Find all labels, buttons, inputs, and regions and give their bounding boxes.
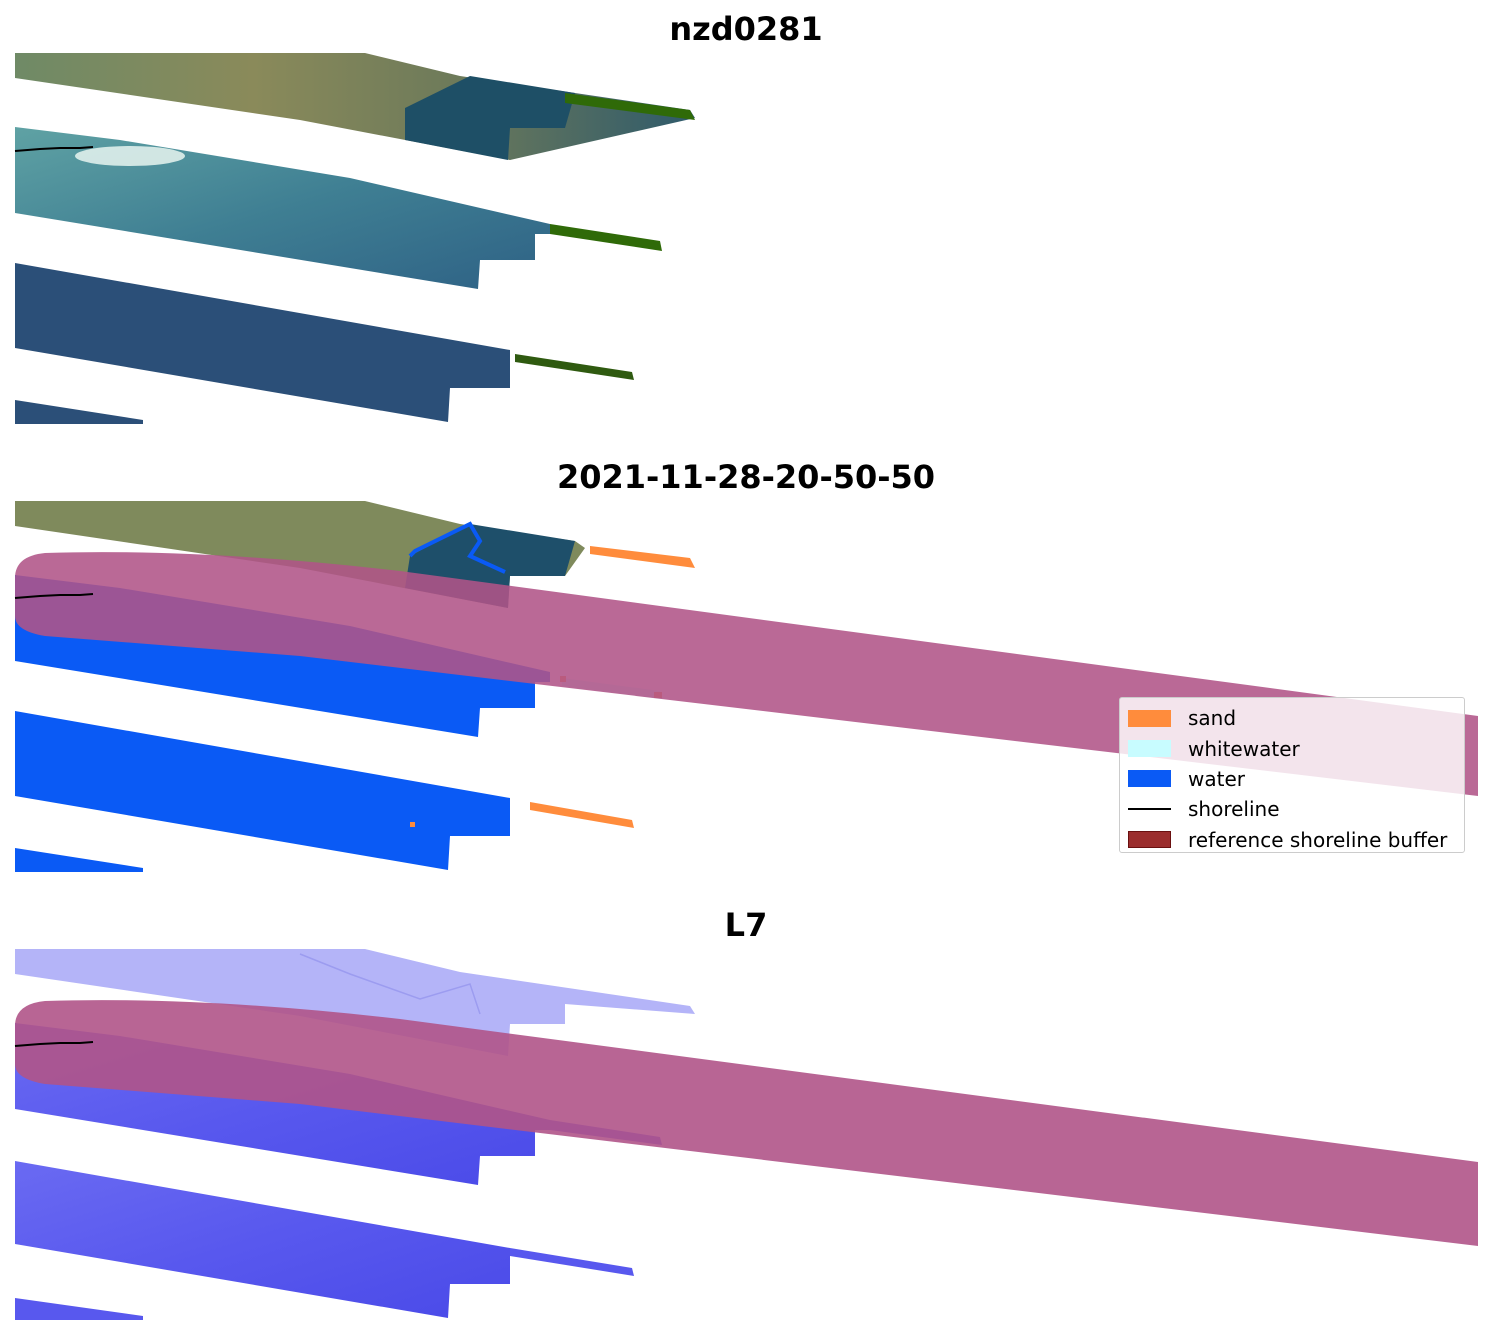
sand-class-strip — [590, 546, 695, 568]
shoreline-line — [14, 593, 94, 599]
sand-class-pixel — [410, 822, 415, 827]
sand-class-strip — [530, 802, 634, 828]
panel-title-classification: 2021-11-28-20-50-50 — [556, 458, 936, 496]
index-strip-thin — [510, 1248, 634, 1276]
vegetation-strip — [515, 354, 634, 380]
sun-glint — [75, 146, 185, 166]
legend-line-shoreline — [1128, 808, 1171, 811]
index-image-panel — [14, 949, 1478, 1320]
index-strip — [15, 1161, 510, 1318]
legend-label: whitewater — [1188, 736, 1300, 761]
reference-shoreline-buffer — [15, 552, 1478, 796]
legend-item-whitewater: whitewater — [1128, 733, 1456, 763]
water-class-region — [15, 711, 510, 870]
legend-item-sand: sand — [1128, 703, 1456, 733]
legend-label: shoreline — [1188, 797, 1280, 822]
panel-title-rgb: nzd0281 — [669, 10, 823, 48]
water-class-region — [15, 848, 143, 872]
legend-swatch-whitewater — [1128, 740, 1171, 758]
legend-swatch-water — [1128, 770, 1171, 788]
classification-panel — [14, 501, 1478, 872]
legend: sand whitewater water shoreline referenc… — [1119, 697, 1465, 853]
image-strip-corner — [15, 400, 143, 424]
water-class-edge — [408, 521, 506, 574]
legend-label: sand — [1188, 706, 1237, 731]
legend-item-water: water — [1128, 764, 1456, 794]
legend-item-shoreline: shoreline — [1128, 794, 1456, 824]
legend-swatch-buffer — [1128, 831, 1171, 849]
index-strip-light — [15, 949, 695, 1056]
legend-label: water — [1188, 766, 1245, 791]
legend-label: reference shoreline buffer — [1188, 827, 1448, 852]
reference-shoreline-buffer — [15, 1000, 1478, 1246]
image-strip-land — [15, 53, 695, 160]
index-strip — [15, 1298, 143, 1320]
shoreline-line — [14, 1041, 94, 1047]
image-strip-deep-sea — [15, 263, 510, 422]
legend-swatch-sand — [1128, 709, 1171, 727]
shoreline-line — [14, 146, 94, 152]
image-strip-lagoon — [405, 76, 575, 160]
image-strip-sea — [15, 127, 550, 289]
legend-item-buffer: reference shoreline buffer — [1128, 825, 1456, 855]
rgb-image-panel — [14, 53, 695, 424]
index-texture-line — [299, 953, 481, 1015]
panel-title-index: L7 — [724, 906, 768, 944]
vegetation-strip — [565, 93, 695, 120]
vegetation-strip — [550, 224, 662, 251]
